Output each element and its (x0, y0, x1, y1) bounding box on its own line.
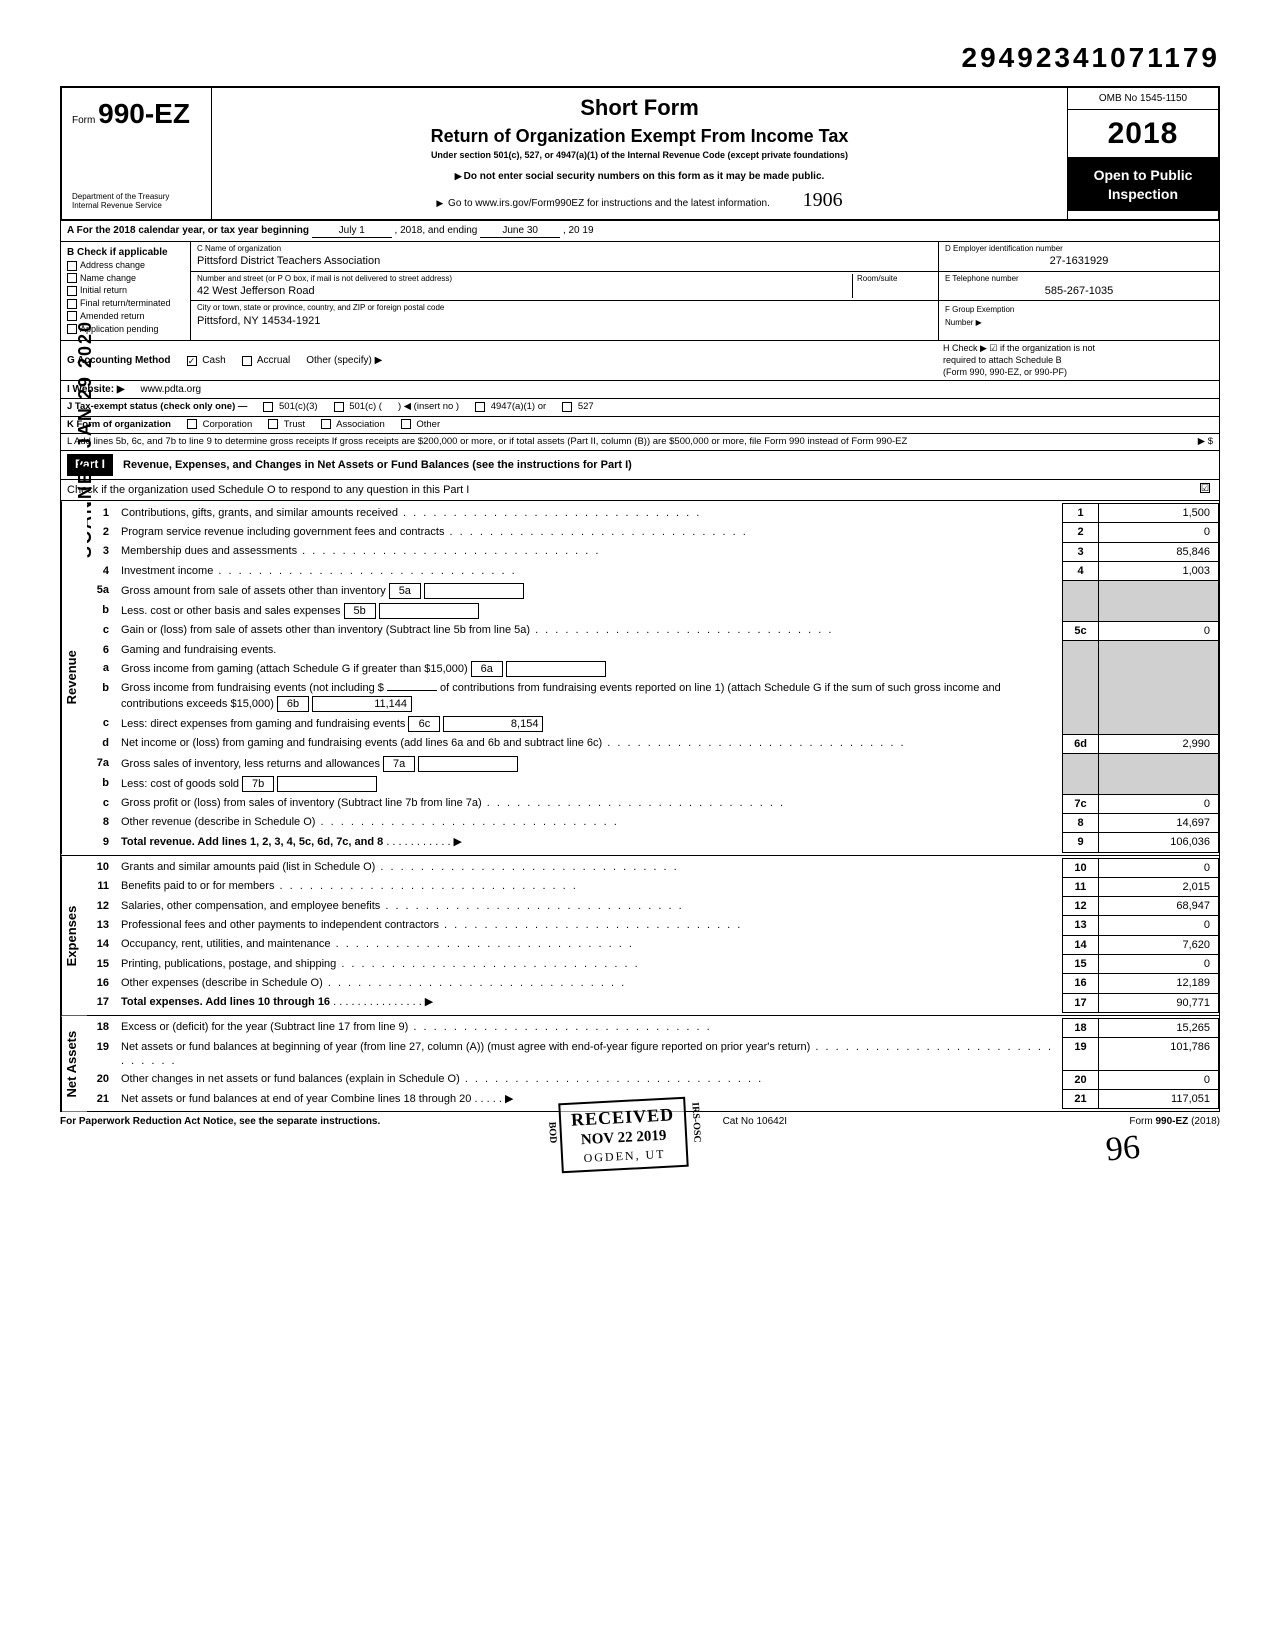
line-5a: 5aGross amount from sale of assets other… (87, 581, 1219, 601)
row-j-tax-status: J Tax-exempt status (check only one) — 5… (60, 399, 1220, 416)
check-501c[interactable]: 501(c) ( (334, 401, 382, 413)
line-17: 17Total expenses. Add lines 10 through 1… (87, 993, 1219, 1012)
ssn-note: Do not enter social security numbers on … (220, 170, 1059, 183)
top-document-number: 29492341071179 (60, 40, 1220, 76)
expenses-side-label: Expenses (61, 856, 87, 1015)
website-value: www.pdta.org (141, 383, 202, 396)
line-6c: cLess: direct expenses from gaming and f… (87, 714, 1219, 734)
line-18: 18Excess or (deficit) for the year (Subt… (87, 1018, 1219, 1037)
line-21: 21Net assets or fund balances at end of … (87, 1090, 1219, 1109)
expenses-section: Expenses 10Grants and similar amounts pa… (60, 856, 1220, 1016)
section-d-e-f: D Employer identification number 27-1631… (939, 242, 1219, 340)
handwritten-1906: 1906 (803, 189, 843, 211)
check-cash[interactable]: ✓ Cash (187, 354, 226, 367)
irs-label: Internal Revenue Service (72, 202, 201, 211)
check-final-return[interactable]: Final return/terminated (67, 298, 184, 310)
part1-check-box[interactable]: ☑ (1200, 483, 1210, 493)
org-city: Pittsford, NY 14534-1921 (197, 314, 932, 328)
goto-link: Go to www.irs.gov/Form990EZ for instruct… (220, 187, 1059, 213)
part1-header-row: Part I Revenue, Expenses, and Changes in… (60, 451, 1220, 480)
org-name: Pittsford District Teachers Association (197, 254, 932, 268)
line-15: 15Printing, publications, postage, and s… (87, 955, 1219, 974)
net-assets-side-label: Net Assets (61, 1016, 87, 1111)
handwritten-initials: 96 (1104, 1126, 1142, 1173)
ein: 27-1631929 (945, 254, 1213, 268)
omb-number: OMB No 1545-1150 (1068, 88, 1218, 110)
line-2: 2Program service revenue including gover… (87, 523, 1219, 542)
line-14: 14Occupancy, rent, utilities, and mainte… (87, 935, 1219, 954)
row-k-form-org: K Form of organization Corporation Trust… (60, 417, 1220, 434)
org-street: 42 West Jefferson Road (197, 284, 852, 298)
line-20: 20Other changes in net assets or fund ba… (87, 1070, 1219, 1089)
tax-year: 2018 (1068, 110, 1218, 158)
line-8: 8Other revenue (describe in Schedule O)8… (87, 813, 1219, 832)
net-assets-section: Net Assets 18Excess or (deficit) for the… (60, 1016, 1220, 1112)
line-5c: cGain or (loss) from sale of assets othe… (87, 621, 1219, 640)
line-7a: 7aGross sales of inventory, less returns… (87, 754, 1219, 774)
check-trust[interactable]: Trust (268, 419, 305, 431)
line-6a: aGross income from gaming (attach Schedu… (87, 659, 1219, 679)
footer: For Paperwork Reduction Act Notice, see … (60, 1112, 1220, 1131)
short-form-title: Short Form (220, 94, 1059, 123)
telephone: 585-267-1035 (945, 284, 1213, 298)
check-corporation[interactable]: Corporation (187, 419, 252, 431)
line-7c: cGross profit or (loss) from sales of in… (87, 794, 1219, 813)
subtitle: Under section 501(c), 527, or 4947(a)(1)… (220, 150, 1059, 162)
check-527[interactable]: 527 (562, 401, 594, 413)
line-9: 9Total revenue. Add lines 1, 2, 3, 4, 5c… (87, 833, 1219, 852)
header-info-grid: B Check if applicable Address change Nam… (60, 242, 1220, 341)
form-header: Form 990-EZ Department of the Treasury I… (60, 86, 1220, 221)
line-10: 10Grants and similar amounts paid (list … (87, 858, 1219, 877)
line-1: 1Contributions, gifts, grants, and simil… (87, 504, 1219, 523)
section-c-org: C Name of organization Pittsford Distric… (191, 242, 939, 340)
open-to-public: Open to Public Inspection (1068, 158, 1218, 210)
row-i-website: I Website: ▶ www.pdta.org (60, 381, 1220, 399)
line-12: 12Salaries, other compensation, and empl… (87, 897, 1219, 916)
revenue-side-label: Revenue (61, 501, 87, 854)
check-name-change[interactable]: Name change (67, 273, 184, 285)
form-name: Form 990-EZ (72, 96, 201, 132)
line-6b: bGross income from fundraising events (n… (87, 679, 1219, 714)
check-initial-return[interactable]: Initial return (67, 285, 184, 297)
row-a-tax-year: A For the 2018 calendar year, or tax yea… (60, 221, 1220, 242)
check-association[interactable]: Association (321, 419, 385, 431)
line-19: 19Net assets or fund balances at beginni… (87, 1038, 1219, 1071)
line-13: 13Professional fees and other payments t… (87, 916, 1219, 935)
part1-check-row: Check if the organization used Schedule … (60, 480, 1220, 501)
line-6d: dNet income or (loss) from gaming and fu… (87, 734, 1219, 753)
revenue-section: Revenue 1Contributions, gifts, grants, a… (60, 501, 1220, 855)
line-4: 4Investment income41,003 (87, 562, 1219, 581)
check-other-org[interactable]: Other (401, 419, 440, 431)
line-5b: bLess. cost or other basis and sales exp… (87, 601, 1219, 621)
return-title: Return of Organization Exempt From Incom… (220, 125, 1059, 148)
line-11: 11Benefits paid to or for members112,015 (87, 877, 1219, 896)
line-16: 16Other expenses (describe in Schedule O… (87, 974, 1219, 993)
check-address-change[interactable]: Address change (67, 260, 184, 272)
line-7b: bLess: cost of goods sold 7b (87, 774, 1219, 794)
check-501c3[interactable]: 501(c)(3) (263, 401, 317, 413)
row-g-h: G Accounting Method ✓ Cash Accrual Other… (60, 341, 1220, 381)
line-3: 3Membership dues and assessments385,846 (87, 542, 1219, 561)
row-l-gross: L Add lines 5b, 6c, and 7b to line 9 to … (60, 434, 1220, 451)
check-accrual[interactable]: Accrual (242, 354, 291, 367)
line-6: 6Gaming and fundraising events. (87, 641, 1219, 659)
check-4947[interactable]: 4947(a)(1) or (475, 401, 546, 413)
